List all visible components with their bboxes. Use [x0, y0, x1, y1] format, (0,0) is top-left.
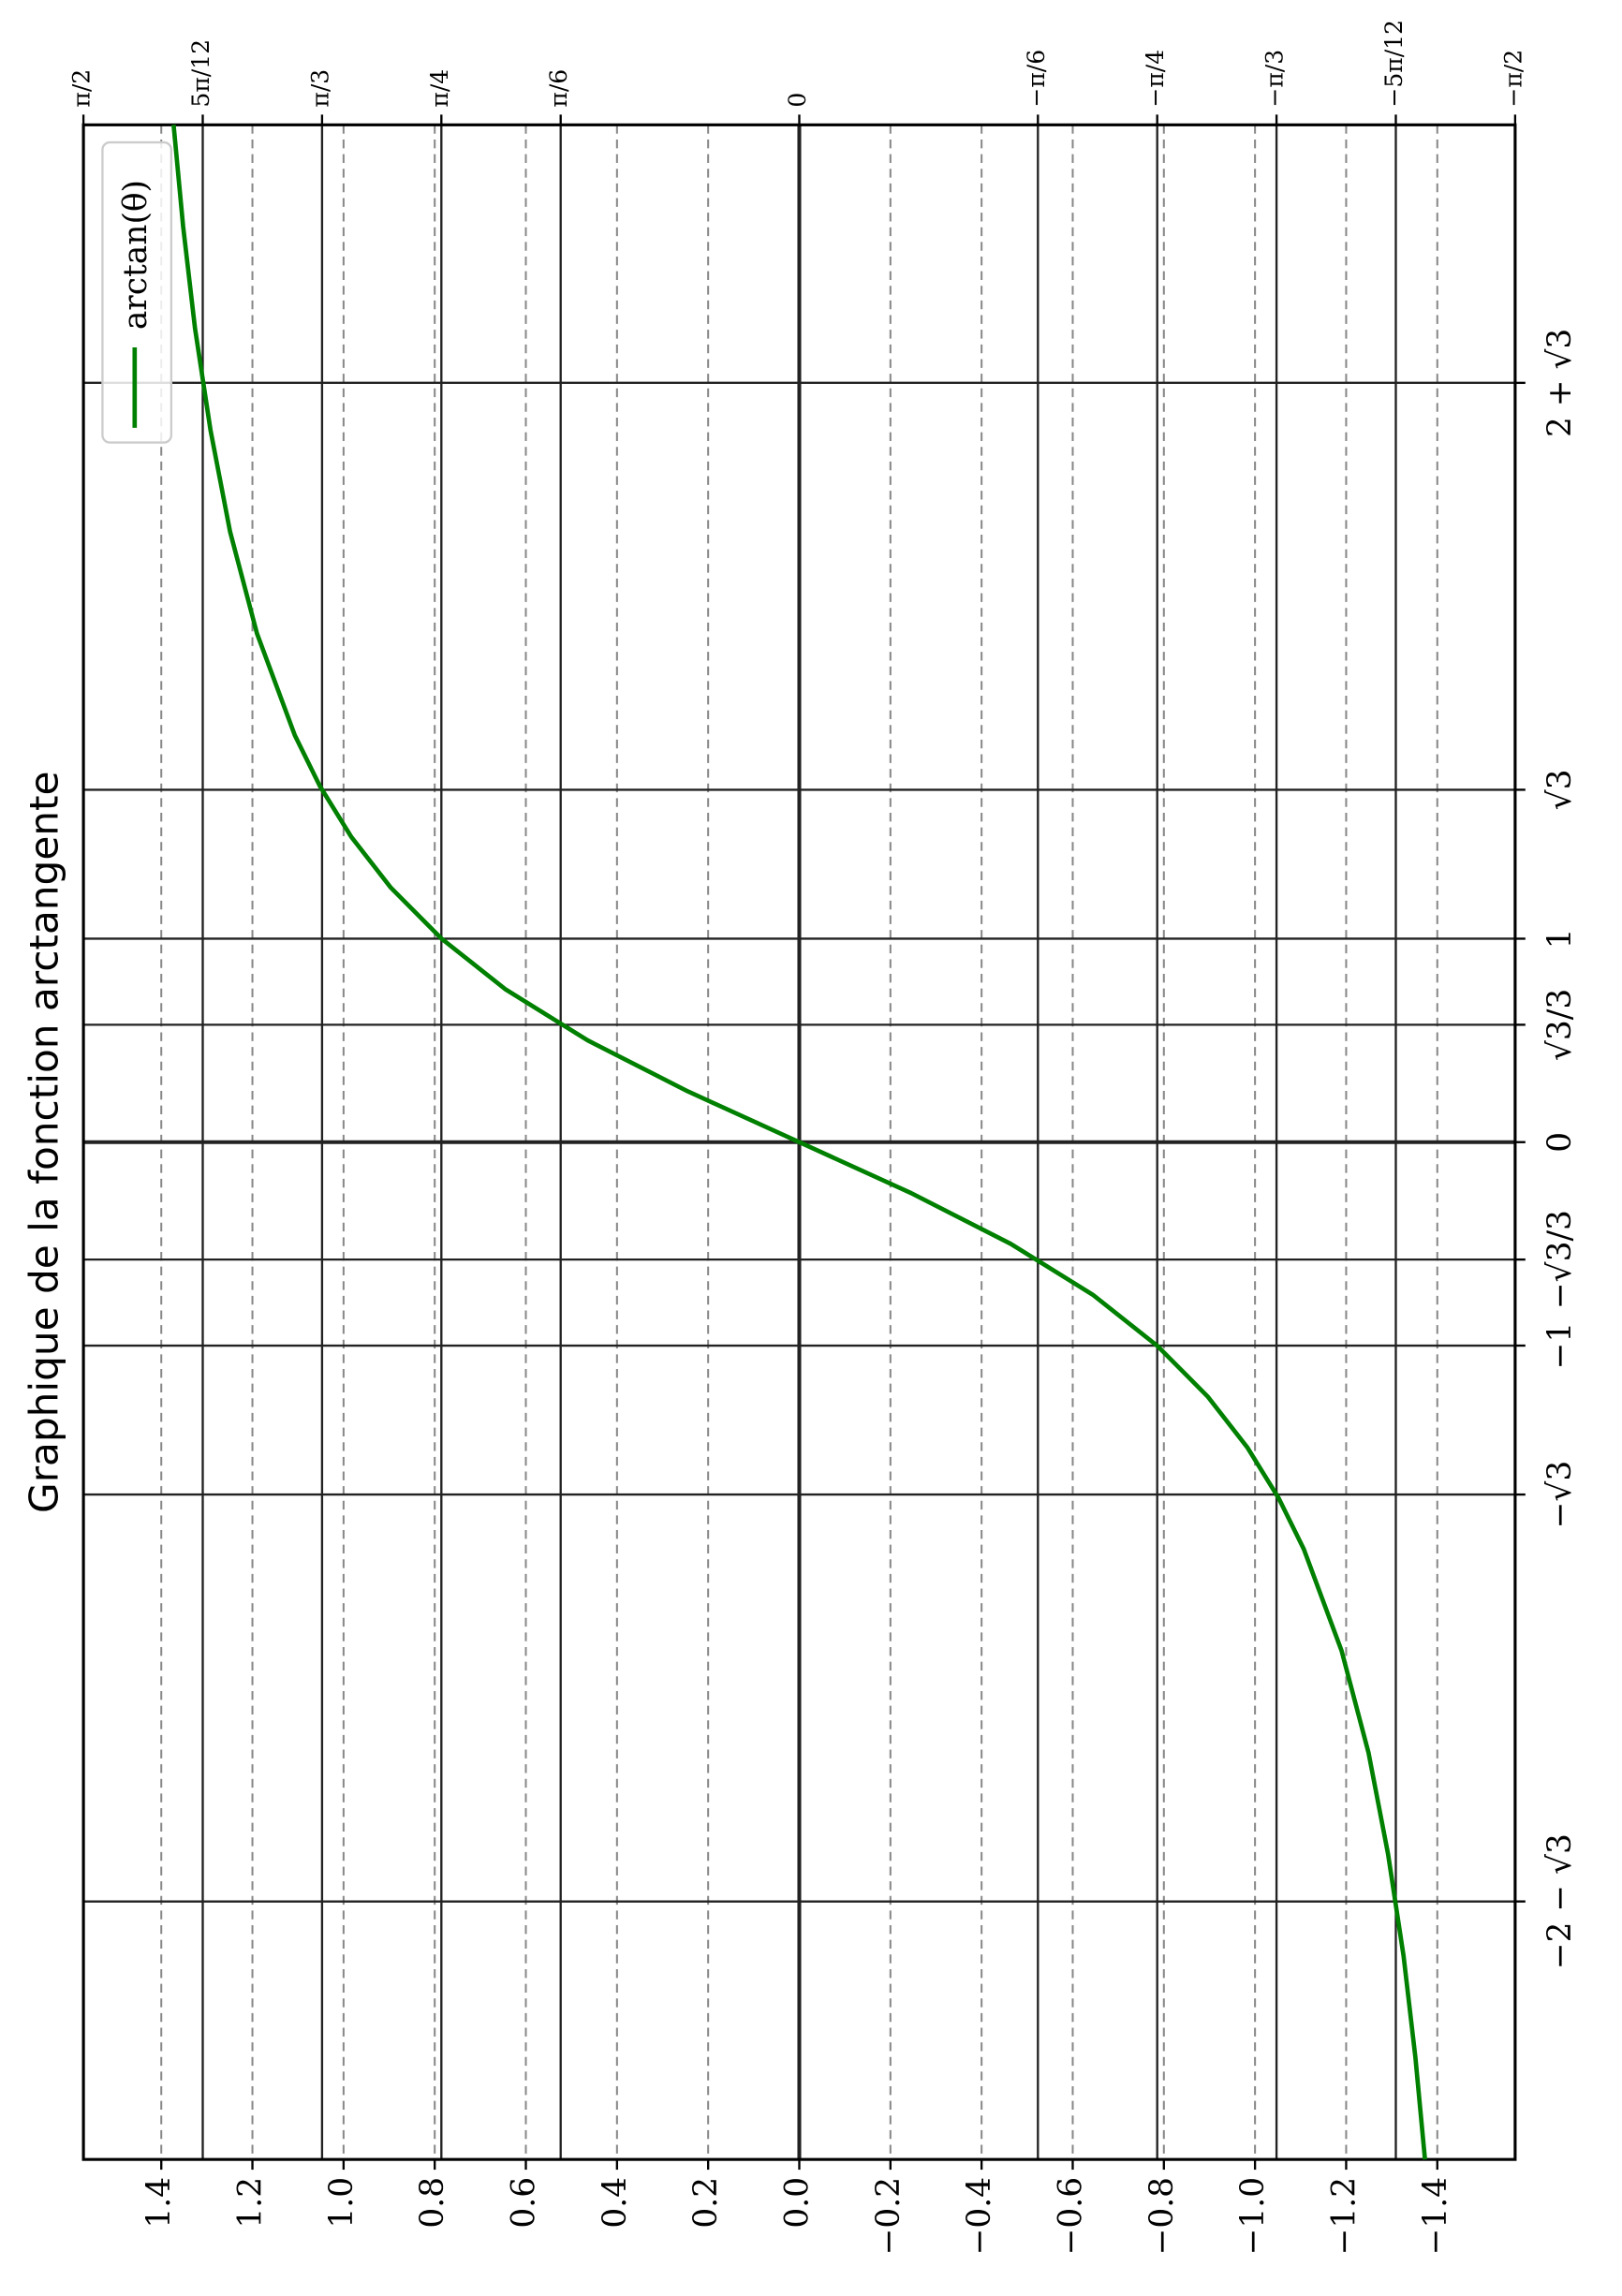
y-tick-label: 0.0 [778, 2177, 816, 2229]
x-tick-label: 2 + √3 [1541, 329, 1579, 437]
legend-label: arctan(θ) [117, 180, 155, 330]
x-tick-label: −1 [1541, 1322, 1579, 1370]
y-tick-label: −0.4 [961, 2177, 998, 2255]
y2-tick-label: 5π/12 [187, 39, 214, 108]
y-tick-label: −1.0 [1234, 2177, 1272, 2255]
y2-tick-label: −π/4 [1142, 50, 1169, 108]
y-tick-label: −0.2 [870, 2177, 907, 2255]
y-tick-label: 0.8 [414, 2177, 451, 2229]
y2-tick-label: 0 [784, 93, 811, 108]
x-tick-label: √3/3 [1541, 989, 1579, 1061]
y2-tick-label: −π/2 [1499, 50, 1526, 108]
y2-tick-label: π/4 [426, 69, 453, 108]
x-tick-label: −√3 [1541, 1461, 1579, 1529]
x-tick-label: 0 [1541, 1132, 1579, 1153]
y2-tick-label: π/2 [68, 69, 96, 108]
y2-tick-label: −π/6 [1023, 50, 1050, 108]
x-tick-label: −√3/3 [1541, 1210, 1579, 1309]
y-tick-label: −1.2 [1325, 2177, 1363, 2255]
chart-title: Graphique de la fonction arctangente [22, 771, 67, 1513]
x-tick-label: −2 − √3 [1541, 1833, 1579, 1969]
y-tick-label: 0.2 [687, 2177, 725, 2229]
y-tick-label: 0.4 [597, 2177, 634, 2229]
legend-box [101, 140, 173, 444]
x-tick-label: 1 [1541, 929, 1579, 949]
y-tick-label: 1.2 [232, 2177, 270, 2229]
y-tick-label: −0.8 [1143, 2177, 1181, 2255]
x-tick-label: √3 [1541, 770, 1579, 811]
y-tick-label: −1.4 [1417, 2177, 1454, 2255]
y-tick-label: −0.6 [1052, 2177, 1089, 2255]
y-tick-label: 0.6 [506, 2177, 543, 2229]
y2-tick-label: π/6 [545, 69, 572, 108]
y-tick-label: 1.0 [323, 2177, 361, 2229]
y2-tick-label: −5π/12 [1380, 20, 1408, 108]
series-line [171, 125, 1427, 2160]
plot-frame [81, 123, 1517, 2161]
y-tick-label: 1.4 [140, 2177, 178, 2229]
y2-tick-label: −π/3 [1261, 50, 1289, 108]
y2-tick-label: π/3 [306, 69, 333, 108]
